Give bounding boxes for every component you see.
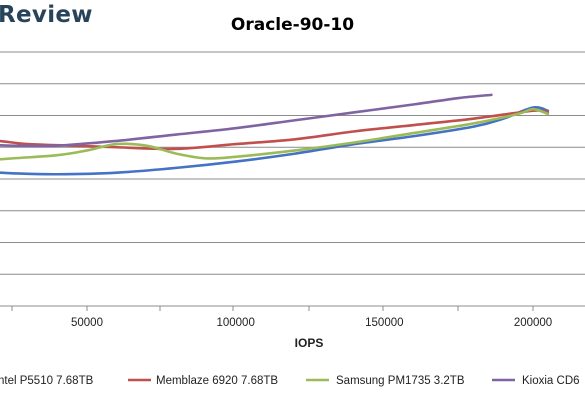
series-line-samsung-pm1735-3-2tb — [0, 107, 550, 161]
x-tick-label: 150000 — [365, 317, 403, 329]
series-line-memblaze-6920-7-68tb — [0, 109, 550, 151]
legend-label-memblaze-6920-7-68tb: Memblaze 6920 7.68TB — [156, 375, 278, 387]
legend: ntel P5510 7.68TB Memblaze 6920 7.68TB Sam… — [0, 375, 580, 387]
x-axis-title: IOPS — [295, 336, 324, 350]
axes — [0, 305, 585, 311]
x-tick-label: 50000 — [71, 317, 103, 329]
x-tick-labels: 50000 100000 150000 200000 — [71, 317, 552, 329]
series-line-kioxia-cd6-7-68tb — [0, 93, 493, 148]
chart-title: Oracle-90-10 — [230, 15, 355, 35]
x-tick-label: 100000 — [216, 317, 254, 329]
brand-logo-text: Review — [0, 2, 93, 28]
legend-label-samsung-pm1735-3-2tb: Samsung PM1735 3.2TB — [336, 375, 465, 387]
series-lines — [0, 93, 550, 176]
legend-label-kioxia-cd6-7-68tb: Kioxia CD6 — [522, 375, 580, 387]
legend-label-intel-p5510-7-68tb: ntel P5510 7.68TB — [0, 375, 94, 387]
gridlines — [0, 51, 585, 275]
x-tick-label: 200000 — [514, 317, 552, 329]
